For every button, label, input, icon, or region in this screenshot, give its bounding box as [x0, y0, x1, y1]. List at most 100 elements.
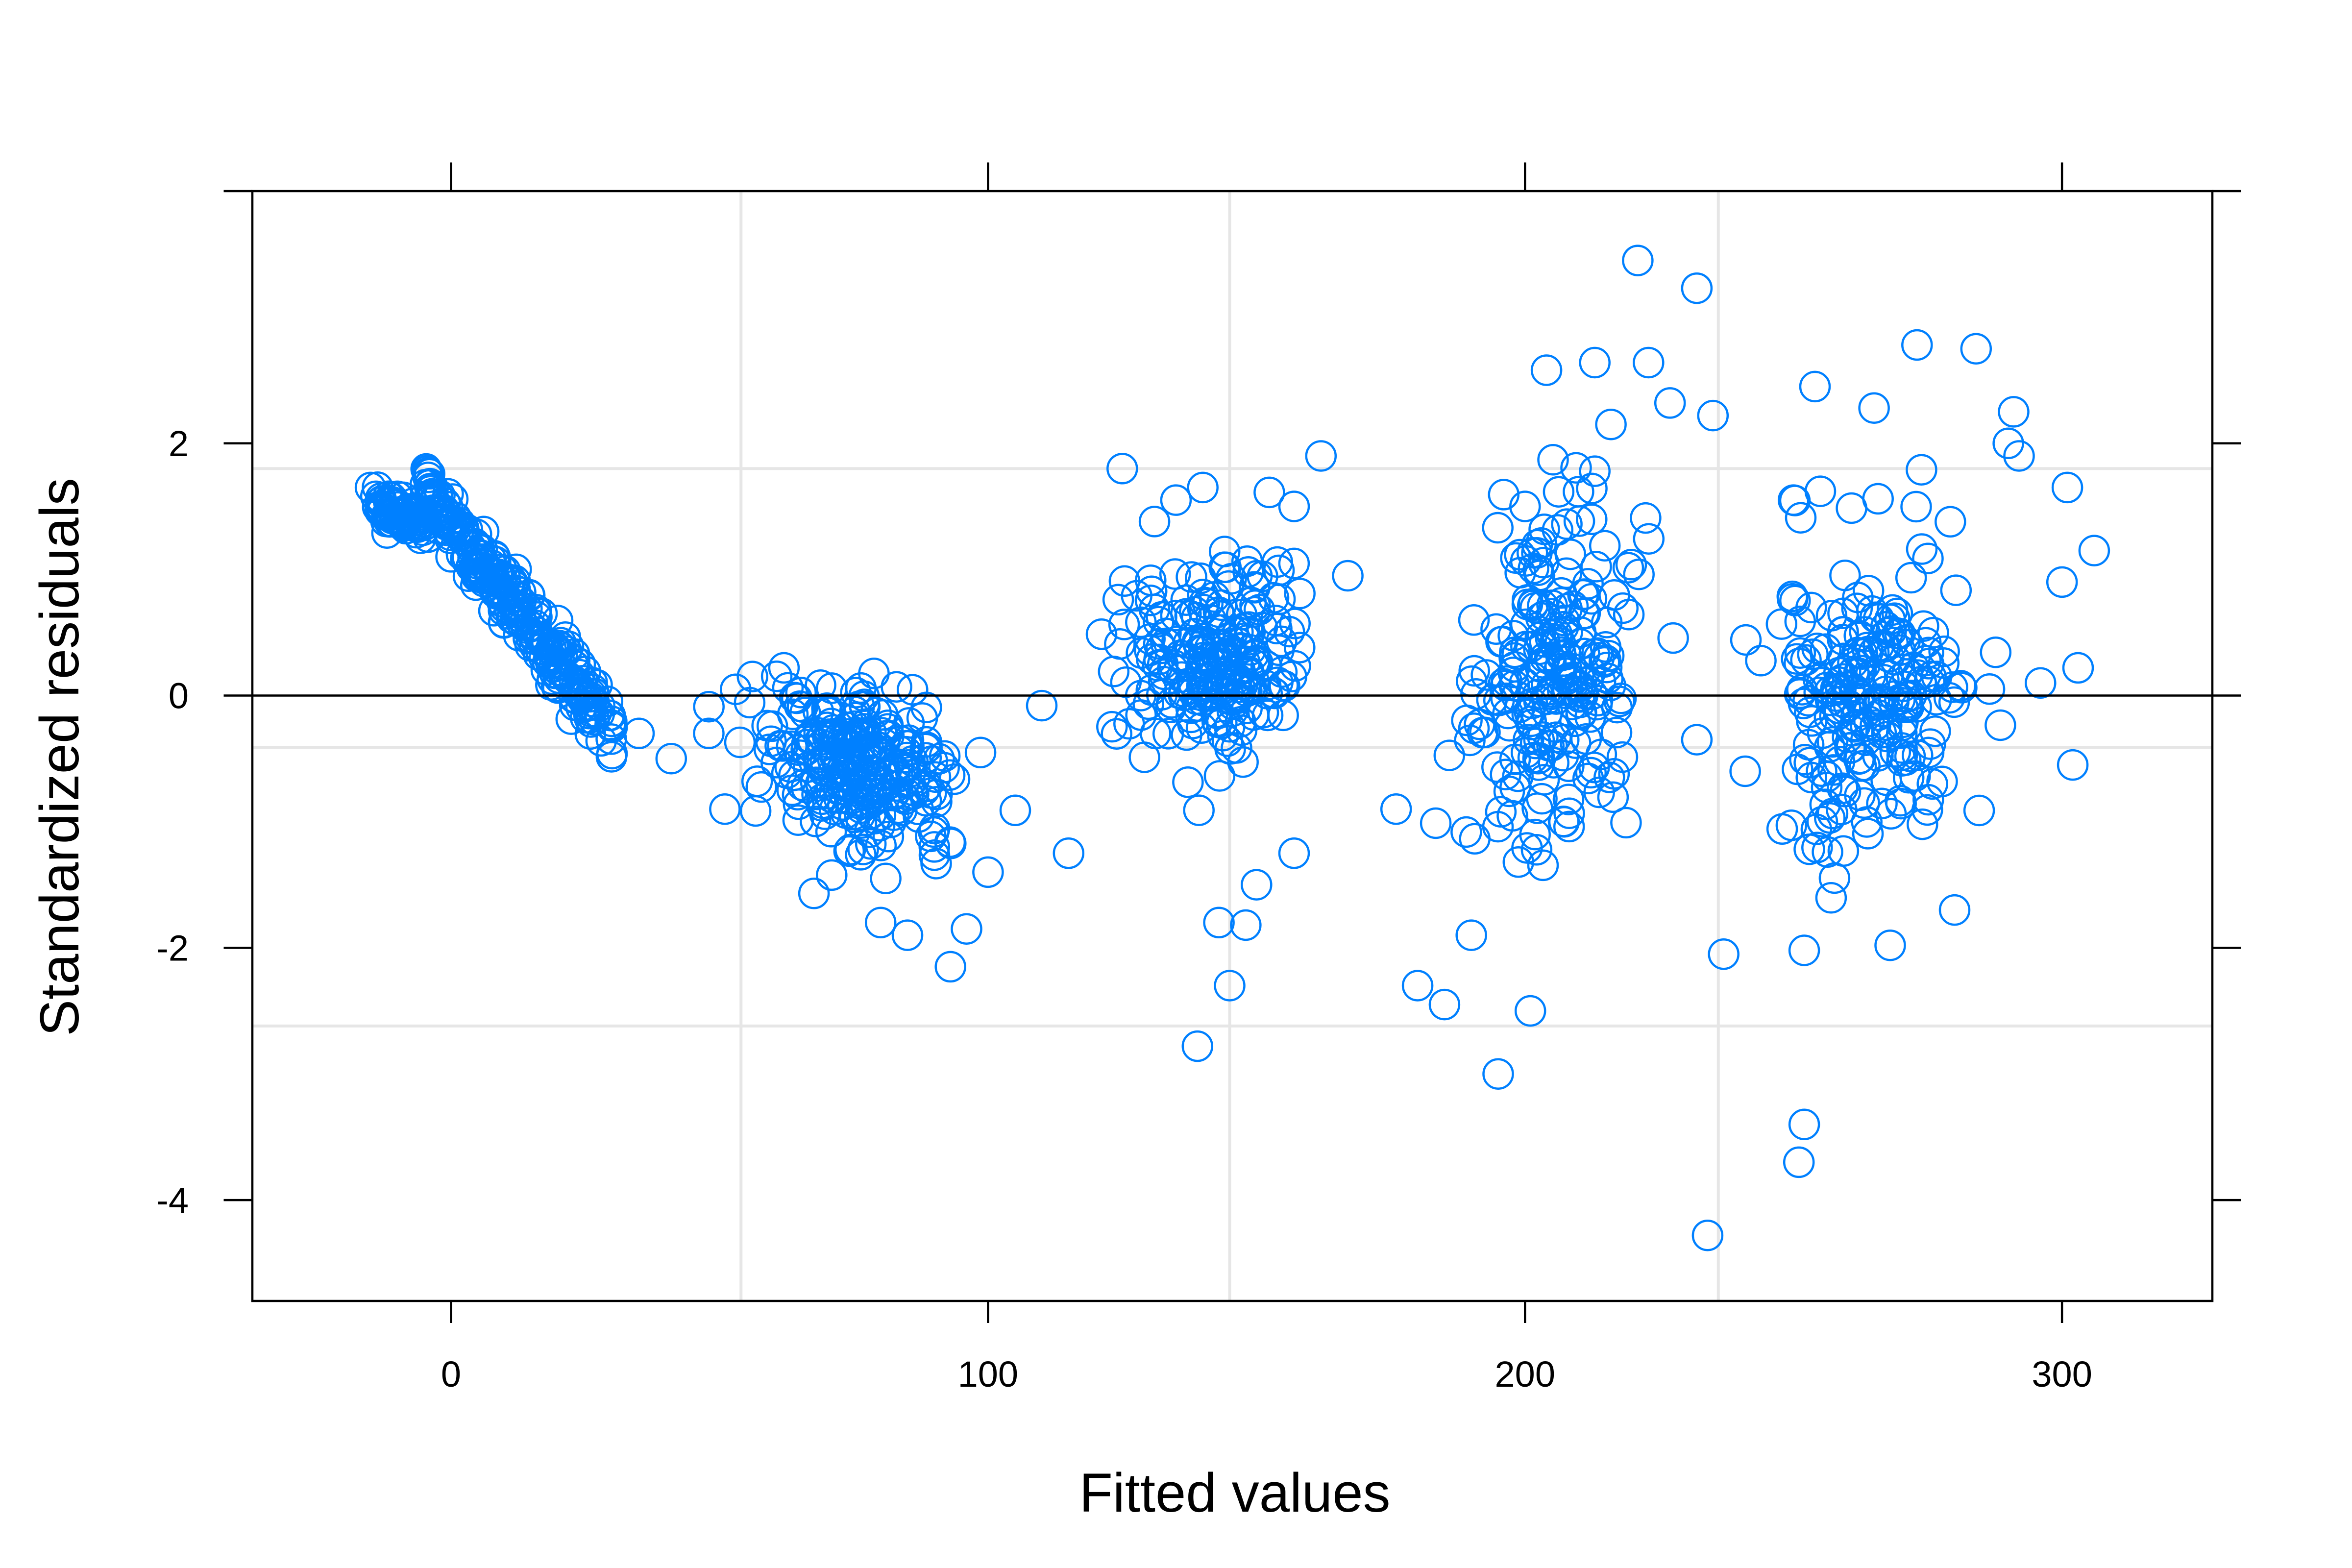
data-point [1825, 686, 1858, 717]
data-point [854, 816, 885, 848]
data-point [1919, 715, 1951, 747]
data-point [1581, 688, 1613, 721]
data-point [999, 794, 1031, 827]
data-point [1519, 728, 1552, 760]
data-point [1816, 798, 1849, 830]
data-point [1160, 484, 1192, 516]
data-point [1530, 354, 1563, 386]
data-point [1681, 724, 1713, 756]
data-point [462, 560, 494, 592]
data-point [1232, 624, 1264, 656]
data-point [2025, 667, 2057, 699]
data-point [1278, 837, 1310, 869]
data-point [951, 913, 982, 945]
data-point [1125, 699, 1157, 731]
data-point [1551, 616, 1583, 648]
x-tick-label: 300 [2032, 1354, 2092, 1395]
data-point [1633, 523, 1665, 555]
data-point [1899, 760, 1931, 792]
data-point [1401, 970, 1434, 1002]
data-point [365, 490, 397, 522]
data-point [1576, 503, 1608, 536]
data-point [2046, 566, 2078, 598]
data-point [1526, 783, 1558, 815]
data-point [1984, 709, 2016, 741]
data-point [1804, 475, 1837, 507]
data-point [1910, 627, 1942, 659]
data-point [915, 777, 947, 809]
data-point [1278, 490, 1310, 522]
data-point [1108, 609, 1140, 640]
data-point [429, 487, 461, 519]
data-point [1225, 599, 1258, 631]
data-point [1876, 594, 1909, 626]
data-point [847, 833, 879, 865]
data-point [1560, 727, 1592, 759]
data-point [1871, 720, 1903, 753]
data-point [864, 906, 897, 939]
data-point [1936, 671, 1968, 703]
data-point [768, 652, 800, 684]
data-point [1332, 560, 1364, 592]
data-point [1657, 622, 1689, 654]
data-point [1096, 710, 1128, 743]
data-point [856, 778, 888, 809]
y-tick-label: -2 [156, 928, 189, 968]
data-point [1460, 678, 1492, 710]
data-point [1810, 633, 1842, 665]
data-point [793, 721, 825, 753]
data-point [1781, 643, 1813, 675]
data-point [1610, 807, 1642, 839]
data-point [1126, 637, 1157, 669]
data-point [511, 592, 543, 625]
data-point [1928, 636, 1960, 667]
data-point [1241, 869, 1273, 901]
data-point [918, 816, 950, 848]
data-point [1433, 739, 1466, 771]
data-point [1143, 628, 1175, 660]
data-point [1188, 587, 1221, 618]
data-point [1551, 508, 1583, 540]
data-point [1232, 556, 1264, 588]
data-point [1789, 743, 1821, 776]
data-point [760, 661, 793, 692]
data-point [1906, 533, 1938, 565]
data-point [964, 736, 997, 769]
data-point [1874, 929, 1906, 961]
data-point [1858, 392, 1890, 424]
data-point [1214, 970, 1246, 1002]
data-point [1026, 689, 1058, 722]
data-point [1595, 408, 1627, 441]
data-point [1520, 834, 1553, 866]
data-point [1590, 644, 1622, 676]
data-point [1938, 686, 1970, 718]
data-point [1836, 492, 1867, 524]
y-tick-label: 0 [169, 676, 189, 716]
data-point [1785, 502, 1817, 534]
data-point [1537, 443, 1569, 476]
data-point [1493, 775, 1525, 808]
data-point [1528, 514, 1560, 545]
data-point [1575, 757, 1607, 789]
data-point [1525, 527, 1557, 559]
data-point [2062, 652, 2094, 684]
data-point [782, 804, 814, 836]
data-point [934, 951, 966, 983]
data-point [1150, 617, 1182, 649]
data-point [1613, 599, 1645, 631]
data-point [1515, 705, 1547, 737]
data-point [1485, 796, 1517, 828]
data-point [1106, 453, 1138, 485]
data-point [872, 821, 905, 853]
data-point [1545, 587, 1577, 619]
data-point [1542, 514, 1574, 546]
data-point [414, 469, 445, 501]
data-point [816, 859, 848, 891]
data-point [1848, 787, 1880, 819]
data-point [1912, 637, 1944, 668]
data-point [528, 628, 560, 660]
data-point [693, 717, 725, 750]
data-point [918, 831, 951, 863]
data-point [1935, 506, 1966, 538]
data-point [1784, 637, 1816, 669]
